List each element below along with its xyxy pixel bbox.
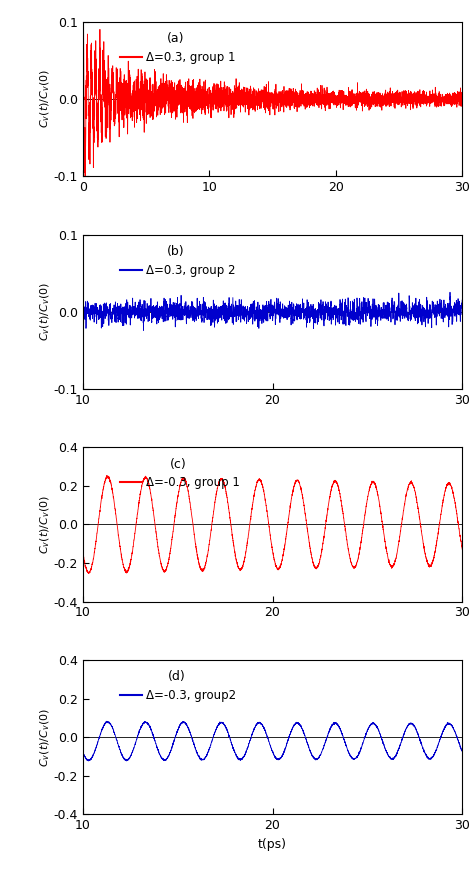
Legend: Δ=-0.3, group 1: Δ=-0.3, group 1 <box>116 453 245 494</box>
Y-axis label: $C_v(t)/C_v(0)$: $C_v(t)/C_v(0)$ <box>39 282 52 341</box>
Y-axis label: $C_v(t)/C_v(0)$: $C_v(t)/C_v(0)$ <box>39 70 52 128</box>
Legend: Δ=0.3, group 2: Δ=0.3, group 2 <box>116 240 241 281</box>
Y-axis label: $C_v(t)/C_v(0)$: $C_v(t)/C_v(0)$ <box>39 708 52 766</box>
X-axis label: t(ps): t(ps) <box>258 838 287 851</box>
Y-axis label: $C_v(t)/C_v(0)$: $C_v(t)/C_v(0)$ <box>39 495 52 554</box>
Legend: Δ=0.3, group 1: Δ=0.3, group 1 <box>116 27 241 69</box>
Legend: Δ=-0.3, group2: Δ=-0.3, group2 <box>116 665 241 707</box>
